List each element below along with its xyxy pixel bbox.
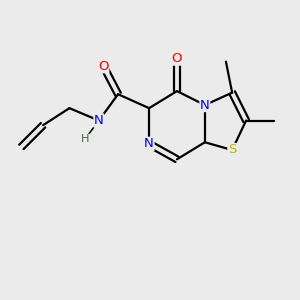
Text: H: H — [81, 134, 89, 144]
Text: S: S — [228, 143, 236, 157]
Text: N: N — [94, 114, 104, 127]
Text: N: N — [144, 137, 154, 150]
Text: O: O — [98, 60, 109, 73]
Text: O: O — [172, 52, 182, 65]
Text: N: N — [200, 99, 210, 112]
